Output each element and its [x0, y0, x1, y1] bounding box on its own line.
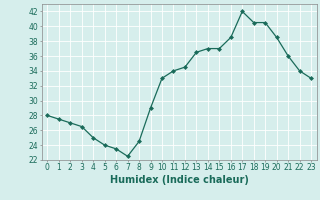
X-axis label: Humidex (Indice chaleur): Humidex (Indice chaleur)	[110, 175, 249, 185]
